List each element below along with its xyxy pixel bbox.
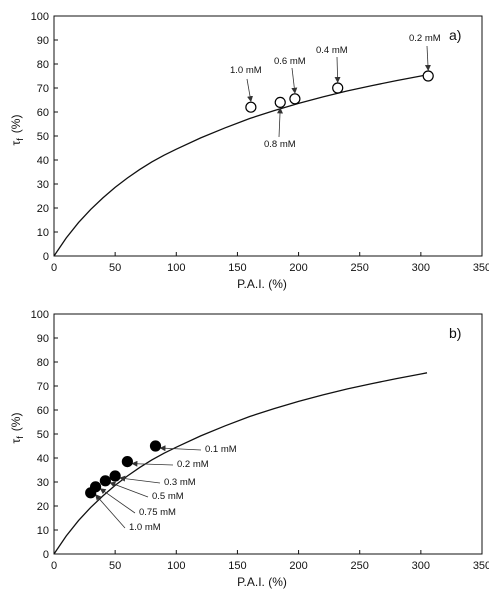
x-tick-label: 300: [412, 262, 430, 274]
annotation-arrow: [159, 445, 202, 452]
data-point-label: 0.1 mM: [205, 444, 237, 455]
x-tick-label: 200: [289, 560, 307, 572]
plot-frame: [53, 313, 483, 555]
annotation-arrow: [95, 494, 126, 529]
annotation-arrow: [109, 481, 149, 498]
x-tick-label: 150: [228, 560, 246, 572]
annotation-arrow: [334, 56, 341, 83]
annotation-arrow: [277, 107, 284, 138]
y-tick-label: 60: [37, 107, 49, 119]
data-point: [109, 470, 121, 482]
fit-curve: [53, 372, 428, 555]
y-tick-label: 10: [37, 227, 49, 239]
data-point: [121, 456, 133, 468]
data-point-label: 0.4 mM: [316, 45, 348, 56]
y-tick-label: 20: [37, 203, 49, 215]
data-point-label: 0.75 mM: [139, 507, 176, 518]
annotation-arrow: [424, 45, 431, 71]
x-tick-label: 300: [412, 560, 430, 572]
x-tick-label: 200: [289, 262, 307, 274]
data-point: [422, 70, 434, 82]
y-tick-label: 80: [37, 59, 49, 71]
y-axis-label: τf(%): [9, 413, 25, 444]
x-tick-label: 0: [51, 560, 57, 572]
data-point-label: 1.0 mM: [129, 522, 161, 533]
data-point: [289, 93, 301, 105]
data-point-label: 0.2 mM: [177, 459, 209, 470]
x-tick-label: 100: [167, 560, 185, 572]
data-point-label: 0.3 mM: [164, 477, 196, 488]
y-axis-label: τf(%): [9, 115, 25, 146]
data-point: [332, 82, 344, 94]
y-tick-label: 40: [37, 453, 49, 465]
x-tick-label: 50: [109, 560, 121, 572]
y-tick-label: 90: [37, 333, 49, 345]
fit-curve: [53, 74, 428, 257]
y-tick-label: 30: [37, 477, 49, 489]
plot-frame: [53, 15, 483, 257]
data-point-label: 0.2 mM: [409, 33, 441, 44]
x-axis-label: P.A.I. (%): [237, 277, 287, 291]
panel-label: b): [449, 325, 461, 341]
data-point-label: 0.6 mM: [274, 56, 306, 67]
y-tick-label: 50: [37, 429, 49, 441]
x-tick-label: 250: [351, 560, 369, 572]
annotation-arrow: [246, 78, 253, 103]
annotation-arrow: [131, 460, 174, 467]
y-tick-label: 100: [31, 11, 49, 23]
y-tick-label: 30: [37, 179, 49, 191]
data-point-label: 1.0 mM: [230, 65, 262, 76]
data-point: [99, 475, 111, 487]
y-tick-label: 0: [43, 549, 49, 561]
data-point: [149, 440, 162, 452]
y-tick-label: 60: [37, 405, 49, 417]
y-tick-label: 40: [37, 155, 49, 167]
data-point: [85, 487, 97, 499]
y-tick-label: 100: [31, 309, 49, 321]
y-tick-label: 20: [37, 501, 49, 513]
y-tick-label: 80: [37, 357, 49, 369]
y-tick-label: 70: [37, 83, 49, 95]
y-tick-label: 90: [37, 35, 49, 47]
x-axis-label: P.A.I. (%): [237, 575, 287, 589]
chart-panel-a: 0 50 100 150 200 250 300 350 0 10 20 30 40 50 60 70 80 90…: [9, 11, 489, 291]
data-point-label: 0.5 mM: [152, 491, 184, 502]
annotation-arrow: [291, 67, 298, 94]
chart-panel-b: 0 50 100 150 200 250 300 350 0 10 20 30 40 50 60 70 80 90…: [9, 309, 489, 589]
x-tick-label: 50: [109, 262, 121, 274]
annotation-arrow: [119, 475, 161, 484]
x-tick-label: 150: [228, 262, 246, 274]
data-point-label: 0.8 mM: [264, 139, 296, 150]
y-tick-label: 10: [37, 525, 49, 537]
x-tick-label: 100: [167, 262, 185, 274]
panel-label: a): [449, 27, 461, 43]
annotation-arrow: [99, 488, 136, 514]
x-tick-label: 350: [473, 262, 489, 274]
y-tick-label: 50: [37, 131, 49, 143]
x-tick-label: 0: [51, 262, 57, 274]
x-tick-label: 350: [473, 560, 489, 572]
y-tick-label: 0: [43, 251, 49, 263]
data-point: [245, 101, 257, 113]
x-tick-label: 250: [351, 262, 369, 274]
data-point: [274, 96, 286, 109]
y-tick-label: 70: [37, 381, 49, 393]
